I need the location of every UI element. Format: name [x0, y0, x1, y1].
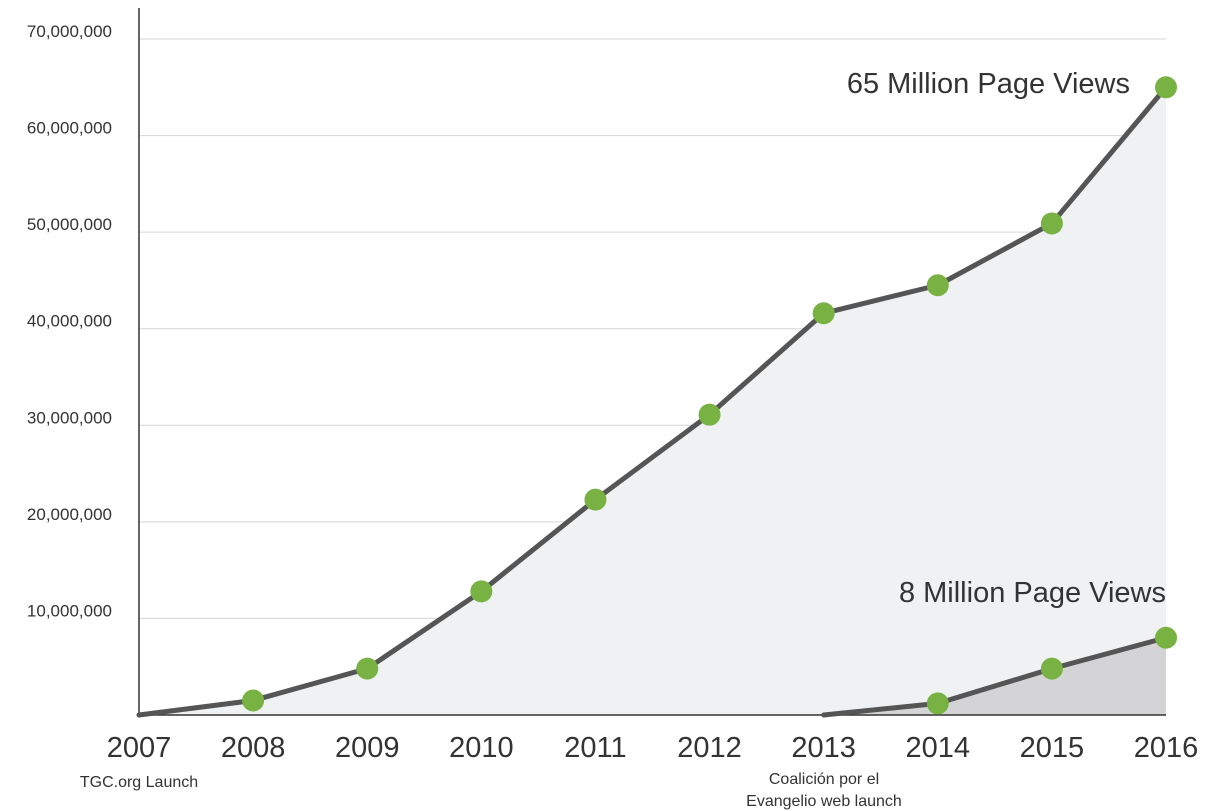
series-1-area: [139, 87, 1166, 716]
series-2-area: [823, 637, 1166, 715]
series-1-point: [242, 689, 265, 712]
annotation-tgc-launch: TGC.org Launch: [80, 774, 198, 791]
x-tick-labels: 2007 2008 2009 2010 2011 2012 2013 2014 2015 2016: [107, 732, 1199, 764]
x-tick-label: 2010: [449, 732, 514, 764]
y-tick-label: 30,000,000: [27, 408, 112, 427]
series-1-point: [356, 657, 379, 680]
x-tick-label: 2007: [107, 732, 172, 764]
x-tick-label: 2012: [677, 732, 742, 764]
annotations: 65 Million Page Views 8 Million Page Vie…: [80, 68, 1166, 810]
series-1-point: [584, 488, 607, 511]
series-2-point: [1040, 657, 1063, 680]
series-1-point: [1155, 76, 1177, 99]
series-1-point: [926, 274, 949, 297]
y-tick-label: 20,000,000: [27, 505, 112, 524]
series-1-point: [470, 580, 493, 603]
y-tick-label: 60,000,000: [27, 119, 112, 138]
axes: [138, 8, 1166, 716]
series-1-line: [136, 84, 1169, 718]
series-1-point: [698, 403, 721, 426]
series-1-point: [1040, 212, 1063, 235]
x-tick-label: 2016: [1134, 732, 1199, 764]
gridlines: [139, 38, 1166, 619]
series-lines: [136, 84, 1169, 718]
x-tick-label: 2014: [906, 732, 971, 764]
area-fills: [139, 87, 1166, 716]
series-markers: [242, 76, 1177, 715]
x-tick-label: 2015: [1020, 732, 1085, 764]
series-2-point: [1155, 626, 1177, 649]
x-tick-label: 2013: [791, 732, 856, 764]
x-tick-label: 2008: [221, 732, 286, 764]
annotation-coalicion-line1: Coalición por el: [769, 771, 879, 788]
annotation-bottom-series: 8 Million Page Views: [899, 577, 1166, 609]
x-tick-label: 2011: [564, 732, 626, 764]
series-2-point: [926, 692, 949, 715]
y-tick-label: 50,000,000: [27, 215, 112, 234]
y-tick-label: 40,000,000: [27, 312, 112, 331]
annotation-top-series: 65 Million Page Views: [847, 68, 1130, 100]
series-1-point: [812, 302, 835, 325]
series-2-line: [821, 635, 1169, 718]
y-tick-label: 70,000,000: [27, 22, 112, 41]
x-tick-label: 2009: [335, 732, 400, 764]
y-tick-labels: 10,000,000 20,000,000 30,000,000 40,000,000…: [27, 22, 112, 620]
annotation-coalicion-line2: Evangelio web launch: [746, 793, 902, 810]
y-tick-label: 10,000,000: [27, 601, 112, 620]
